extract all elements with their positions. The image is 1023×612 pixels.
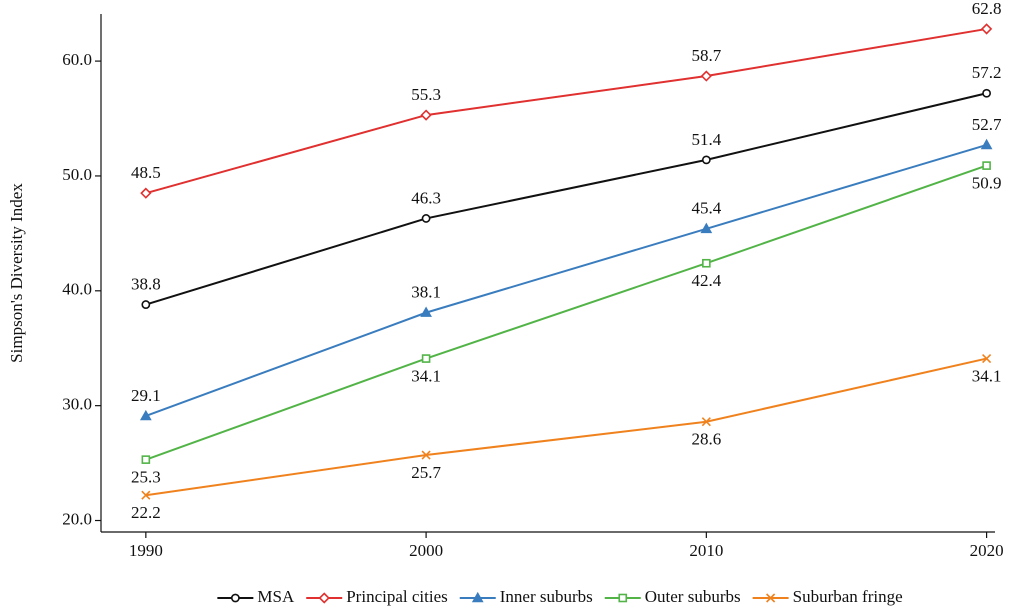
data-label: 34.1 [972, 366, 1002, 385]
legend-label: MSA [257, 587, 295, 606]
y-tick-label: 30.0 [62, 395, 92, 414]
legend-marker [318, 592, 330, 604]
legend-item: Suburban fringe [752, 587, 903, 606]
y-tick-label: 60.0 [62, 50, 92, 69]
marker [420, 109, 432, 121]
legend-item: Inner suburbs [459, 587, 593, 606]
marker [141, 490, 151, 500]
series-line [145, 143, 987, 417]
marker [701, 155, 711, 165]
y-tick-label: 20.0 [62, 509, 92, 528]
legend-label: Inner suburbs [500, 587, 593, 606]
data-label: 45.4 [691, 199, 721, 218]
marker [980, 138, 993, 150]
x-tick-label: 2020 [970, 541, 1004, 560]
data-label: 38.8 [131, 274, 161, 293]
marker [702, 258, 711, 268]
data-label: 34.1 [411, 366, 441, 385]
legend-marker [471, 591, 484, 603]
data-label: 57.2 [972, 63, 1002, 82]
series-line [145, 164, 987, 461]
y-tick-label: 50.0 [62, 165, 92, 184]
data-label: 62.8 [972, 0, 1002, 18]
data-label: 42.4 [691, 271, 721, 290]
legend-label: Suburban fringe [793, 587, 903, 606]
data-label: 58.7 [691, 46, 721, 65]
data-label: 51.4 [691, 130, 721, 149]
x-tick-label: 2000 [409, 541, 443, 560]
data-label: 50.9 [972, 174, 1002, 193]
marker [139, 409, 152, 421]
legend: MSA Principal cities Inner suburbs Outer su… [217, 587, 903, 606]
data-label: 52.7 [972, 115, 1002, 134]
legend-marker [230, 593, 240, 603]
series-line [145, 357, 987, 497]
data-label: 55.3 [411, 85, 441, 104]
legend-marker [766, 593, 776, 603]
marker [700, 222, 713, 234]
data-label: 25.3 [131, 468, 161, 487]
data-label: 28.6 [691, 430, 721, 449]
marker [141, 455, 151, 464]
data-label: 22.2 [131, 503, 161, 522]
data-label: 25.7 [411, 463, 441, 482]
series-line [145, 92, 987, 306]
marker [141, 300, 151, 309]
legend-item: Outer suburbs [604, 587, 741, 606]
marker [421, 214, 431, 223]
x-tick-label: 1990 [129, 541, 163, 560]
marker [982, 354, 992, 364]
legend-label: Principal cities [346, 587, 448, 606]
legend-marker [618, 593, 628, 603]
legend-item: MSA [217, 587, 295, 606]
marker [700, 70, 712, 82]
marker [420, 306, 432, 317]
marker [421, 354, 431, 363]
marker [140, 187, 152, 199]
series-line [145, 27, 987, 195]
legend-label: Outer suburbs [645, 587, 741, 606]
x-tick-label: 2010 [689, 541, 723, 560]
legend-item: Principal cities [306, 587, 448, 606]
y-tick-label: 40.0 [62, 280, 92, 299]
data-label: 48.5 [131, 163, 161, 182]
marker [421, 450, 431, 460]
y-axis-label: Simpson's Diversity Index [7, 183, 26, 363]
data-label: 38.1 [411, 283, 441, 302]
marker [982, 88, 991, 98]
data-label: 29.1 [131, 386, 161, 405]
data-label: 46.3 [411, 188, 441, 207]
marker [701, 417, 711, 427]
marker [980, 23, 993, 35]
marker [982, 161, 991, 170]
